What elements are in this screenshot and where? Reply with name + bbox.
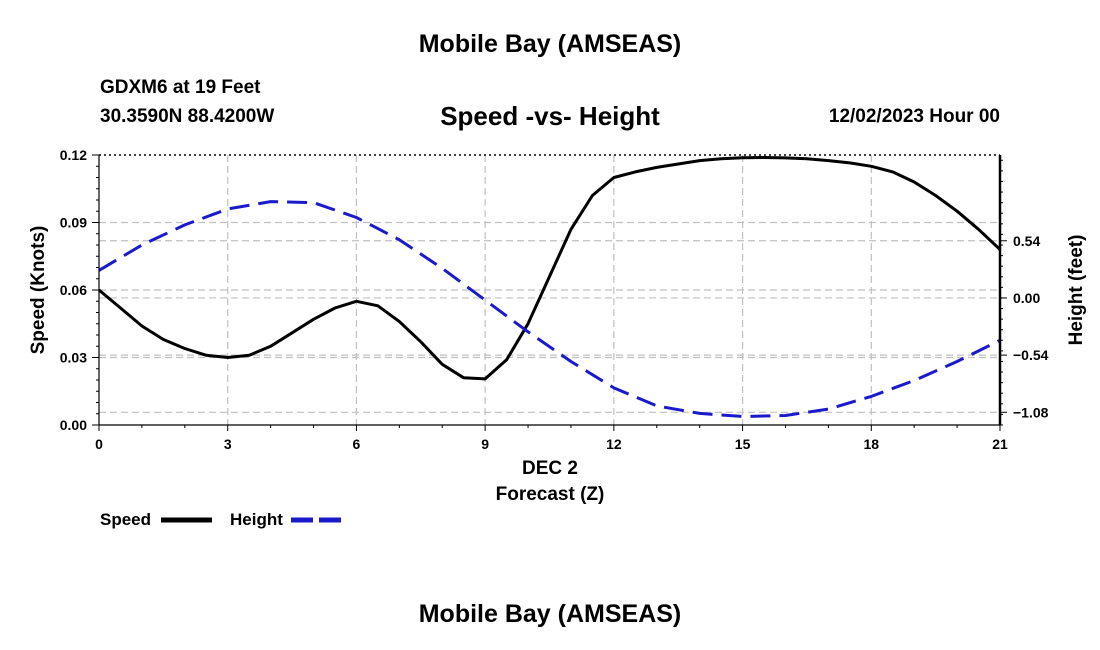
- x-tick-label: 0: [95, 436, 103, 452]
- footer-title: Mobile Bay (AMSEAS): [418, 600, 682, 628]
- station-label: GDXM6 at 19 Feet: [100, 77, 261, 98]
- forecast-datetime: 12/02/2023 Hour 00: [828, 106, 1000, 127]
- main-title: Mobile Bay (AMSEAS): [418, 30, 682, 58]
- x-tick-label: 21: [992, 436, 1008, 452]
- y-tick-label: 0.03: [60, 350, 87, 366]
- chart-subtitle: Speed -vs- Height: [440, 101, 660, 131]
- x-axis-title: Forecast (Z): [496, 484, 605, 505]
- y-tick-label: 0.12: [60, 147, 87, 163]
- x-tick-label: 18: [863, 436, 879, 452]
- x-tick-label: 6: [353, 436, 361, 452]
- legend-label: Height: [230, 510, 283, 529]
- x-axis-date-label: DEC 2: [522, 458, 578, 479]
- x-tick-label: 15: [735, 436, 751, 452]
- y2-tick-label: 0.54: [1013, 233, 1040, 249]
- y-tick-label: 0.00: [60, 417, 87, 433]
- y2-tick-label: −1.08: [1013, 404, 1049, 420]
- y2-tick-label: 0.00: [1013, 290, 1040, 306]
- y-axis-title: Speed (Knots): [28, 226, 49, 355]
- y2-axis-title: Height (feet): [1066, 235, 1087, 346]
- legend-label: Speed: [100, 510, 151, 529]
- y-tick-label: 0.09: [60, 215, 87, 231]
- station-coordinates: 30.3590N 88.4200W: [100, 106, 275, 127]
- speed-series-line: [98, 156, 1002, 381]
- x-tick-label: 12: [606, 436, 622, 452]
- y2-tick-label: −0.54: [1013, 347, 1049, 363]
- x-tick-label: 3: [224, 436, 232, 452]
- y-tick-label: 0.06: [60, 282, 87, 298]
- height-series-line: [98, 200, 1001, 418]
- x-tick-label: 9: [481, 436, 489, 452]
